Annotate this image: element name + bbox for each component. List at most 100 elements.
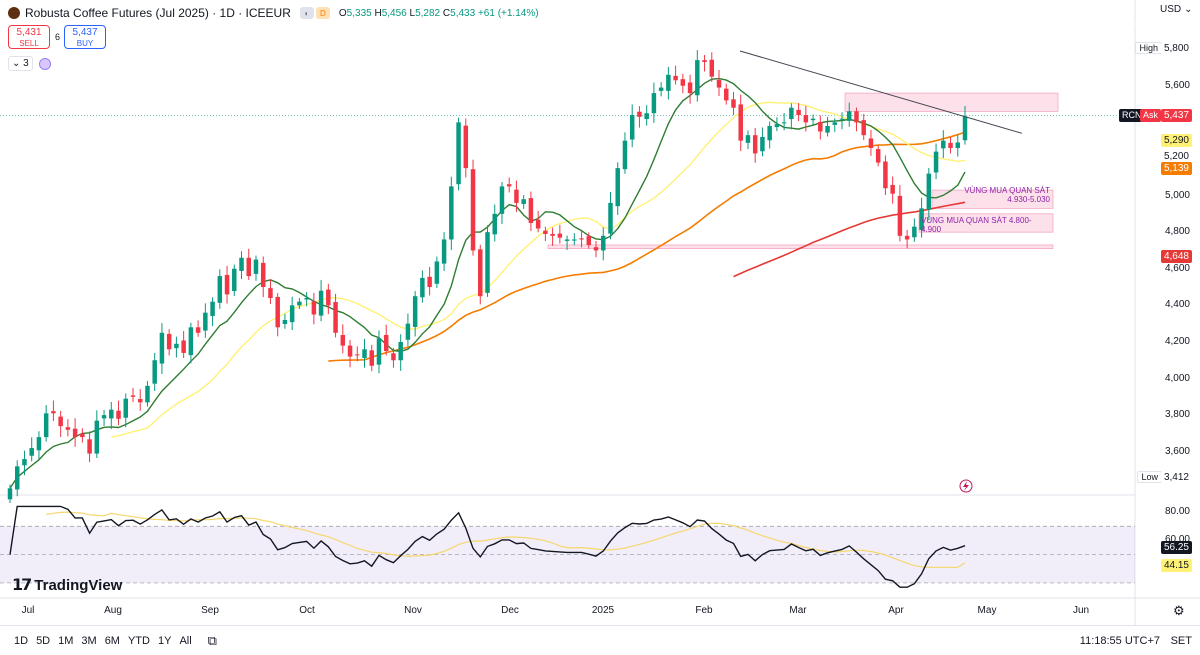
candle [297, 298, 302, 310]
time-tick-label: Feb [695, 605, 713, 616]
market-status-pill[interactable]: ◐ D [299, 7, 330, 19]
sell-button[interactable]: 5,431 SELL [8, 25, 50, 49]
ma-short-tag: 5,290 [1160, 134, 1192, 147]
indicator-toggle-row[interactable]: ⌄ 3 [8, 56, 51, 71]
candle [43, 405, 49, 442]
candle [181, 330, 186, 359]
candle-body [282, 319, 288, 325]
candle-body [926, 173, 932, 210]
range-button-all[interactable]: All [179, 634, 192, 647]
candle-body [51, 411, 56, 414]
candle [137, 389, 143, 411]
rsi-value-tag: 56.25 [1160, 541, 1192, 554]
candle [289, 296, 295, 331]
currency-label: USD [1160, 4, 1182, 15]
candle-body [716, 79, 722, 88]
resistance-zone [844, 92, 1059, 112]
candle-body [94, 420, 100, 454]
candle-body [962, 116, 968, 141]
candle-body [933, 151, 939, 173]
candle [506, 177, 512, 193]
candle [897, 185, 903, 242]
range-button-3m[interactable]: 3M [81, 634, 97, 647]
ma-long-line [328, 131, 966, 362]
candle [152, 352, 157, 391]
candle [232, 264, 237, 297]
candle [340, 324, 346, 354]
range-button-ytd[interactable]: YTD [127, 634, 150, 647]
candle-body [405, 323, 411, 340]
ask-price-tag: 5,437 [1160, 109, 1192, 122]
buy-button[interactable]: 5,437 BUY [64, 25, 106, 49]
candle-body [203, 312, 208, 331]
session-button[interactable]: SET [1170, 634, 1192, 647]
candle [890, 176, 895, 204]
candle-body [420, 277, 425, 298]
candle-body [601, 235, 606, 251]
date-range-icon[interactable]: ⧉ [207, 632, 217, 648]
ma-long-tag: 5,139 [1160, 162, 1192, 175]
candle [528, 191, 534, 232]
candle [499, 182, 505, 225]
ma-mid-line [111, 101, 966, 438]
candle-body [846, 111, 852, 121]
candle [586, 232, 592, 249]
range-button-1d[interactable]: 1D [14, 634, 29, 647]
candle-body [268, 288, 273, 299]
candle-body [948, 142, 953, 148]
candle-body [666, 74, 671, 91]
tradingview-logo[interactable]: 𝟭𝟳 TradingView [12, 575, 122, 595]
candle [275, 293, 280, 337]
symbol-legend[interactable]: Robusta Coffee Futures (Jul 2025) · 1D ·… [8, 5, 539, 21]
candle [637, 106, 642, 128]
price-tick-label: 5,000 [1164, 189, 1190, 201]
zone1-annotation: VÙNG MUA QUAN SÁT 4.930-5.030 [926, 186, 1050, 204]
candle [731, 91, 736, 116]
range-button-6m[interactable]: 6M [104, 634, 120, 647]
currency-selector[interactable]: USD ⌄ [1160, 4, 1193, 15]
candle [781, 113, 787, 131]
candle [810, 114, 816, 126]
symbol-title[interactable]: Robusta Coffee Futures (Jul 2025) · 1D ·… [25, 6, 291, 20]
candle [51, 400, 56, 421]
range-buttons: 1D 5D 1M 3M 6M YTD 1Y All [0, 635, 192, 647]
candle-body [622, 140, 628, 170]
candle-body [521, 199, 526, 204]
candle [376, 330, 382, 374]
sync-icon[interactable] [38, 57, 51, 70]
candle-body [478, 249, 483, 297]
candle [362, 338, 367, 368]
time-tick-label: Jun [1072, 605, 1090, 616]
candle [188, 322, 194, 364]
candle [839, 112, 845, 130]
range-button-5d[interactable]: 5D [36, 634, 51, 647]
clock-readout[interactable]: 11:18:55 UTC+7 [1079, 634, 1160, 647]
candle-body [912, 226, 917, 238]
range-button-1y[interactable]: 1Y [157, 634, 172, 647]
candle [760, 127, 765, 157]
candle-body [441, 239, 447, 264]
candle-body [297, 301, 302, 306]
candle-body [789, 107, 794, 120]
candle [405, 313, 411, 347]
candle-body [875, 149, 881, 163]
candle [818, 115, 823, 140]
candle-body [101, 415, 107, 419]
sell-label: SELL [19, 39, 39, 48]
candle [224, 265, 230, 304]
price-tick-label: 4,400 [1164, 299, 1190, 311]
candle-body [760, 136, 765, 152]
range-button-1m[interactable]: 1M [58, 634, 74, 647]
bottom-toolbar: 1D 5D 1M 3M 6M YTD 1Y All ⧉ 11:18:55 UTC+7 SET [0, 625, 1200, 655]
candle-body [897, 195, 903, 236]
candle-body [116, 410, 121, 419]
time-tick-label: May [977, 605, 997, 616]
time-tick-label: Mar [789, 605, 807, 616]
candle [383, 324, 389, 356]
candle-body [383, 334, 389, 352]
gear-icon[interactable]: ⚙ [1173, 603, 1185, 618]
eye-off-icon: ◐ [299, 7, 314, 19]
candle-body [427, 276, 432, 288]
indicators-collapse-button[interactable]: ⌄ 3 [8, 56, 33, 71]
